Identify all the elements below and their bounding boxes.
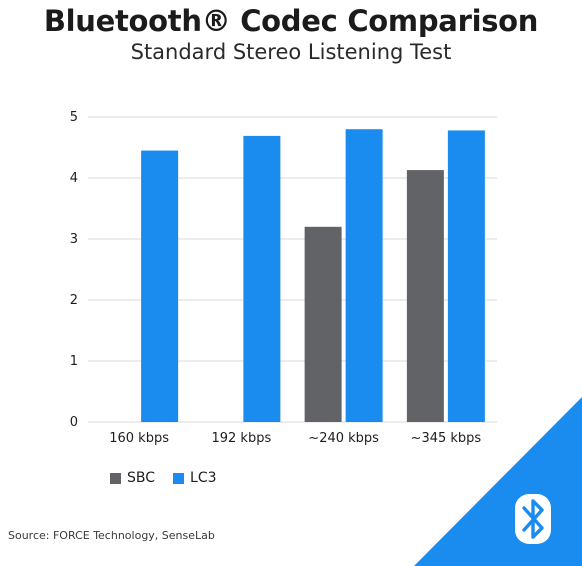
bar-sbc-2 [304, 226, 342, 422]
legend-label-lc3: LC3 [190, 470, 217, 486]
y-tick-label: 4 [70, 171, 78, 186]
chart-title: Bluetooth® Codec Comparison [43, 4, 539, 38]
bar-lc3-1 [243, 135, 281, 422]
x-tick-label: ~240 kbps [308, 431, 379, 446]
y-tick-label: 1 [70, 354, 78, 369]
bar-lc3-0 [141, 150, 179, 423]
legend-item-lc3: LC3 [173, 470, 217, 486]
legend-label-sbc: SBC [127, 470, 156, 486]
legend-swatch-sbc [110, 472, 121, 484]
legend-item-sbc: SBC [110, 470, 155, 486]
bar-lc3-3 [447, 130, 485, 423]
bluetooth-icon [515, 494, 551, 544]
y-tick-label: 2 [70, 293, 78, 308]
legend: SBC LC3 [110, 470, 235, 486]
legend-swatch-lc3 [173, 472, 185, 484]
corner-triangle [414, 397, 582, 566]
x-tick-label: ~345 kbps [411, 431, 482, 446]
source-note: Source: FORCE Technology, SenseLab [8, 529, 215, 542]
y-tick-label: 0 [70, 415, 78, 430]
bar-sbc-3 [406, 170, 444, 422]
chart-subtitle: Standard Stereo Listening Test [130, 40, 452, 64]
bar-lc3-2 [345, 129, 383, 422]
y-tick-label: 5 [70, 110, 78, 125]
y-tick-label: 3 [70, 232, 78, 247]
x-tick-label: 192 kbps [211, 431, 271, 446]
x-tick-label: 160 kbps [109, 431, 169, 446]
